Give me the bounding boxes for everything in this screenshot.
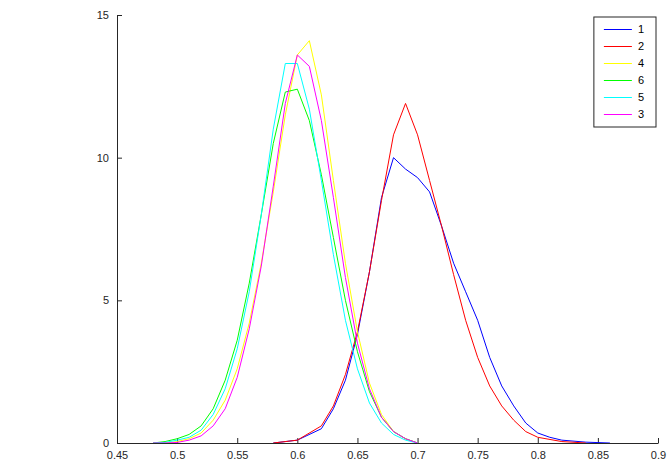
x-tick-mark [658,438,659,443]
y-tick-label: 0 [103,437,109,449]
legend-swatch [604,97,632,98]
x-tick-mark [418,438,419,443]
x-tick-label: 0.8 [531,449,546,461]
x-tick: 0.55 [227,438,248,461]
x-tick-label: 0.45 [107,449,128,461]
legend-entry: 4 [604,57,644,69]
y-tick: 0 [103,437,122,449]
legend-label: 1 [638,23,644,35]
y-tick-mark [117,15,122,16]
y-tick-label: 10 [97,152,109,164]
legend-box [594,17,656,127]
series-line [273,103,586,443]
plot-area: 0.45 0.5 0.55 0.6 0.65 0.7 0.75 0.8 0.85 0.9 0 5 10 1… [97,9,666,461]
x-tick-mark [237,438,238,443]
lines [153,41,610,443]
chart: 0.45 0.5 0.55 0.6 0.65 0.7 0.75 0.8 0.85 0.9 0 5 10 1… [0,0,671,474]
legend-label: 6 [638,74,644,86]
legend-swatch [604,46,632,47]
legend-label: 4 [638,57,644,69]
legend-swatch [604,80,632,81]
x-tick-label: 0.55 [227,449,248,461]
y-tick-label: 15 [97,9,109,21]
x-tick: 0.8 [531,438,546,461]
x-tick: 0.75 [467,438,488,461]
x-tick-label: 0.85 [588,449,609,461]
legend-entry: 2 [604,40,644,52]
series-line [153,64,417,443]
legend-label: 2 [638,40,644,52]
y-tick: 5 [103,294,122,306]
legend-entry: 6 [604,74,644,86]
legend-entry: 1 [604,23,644,35]
x-tick: 0.65 [347,438,368,461]
legend-label: 5 [638,91,644,103]
y-tick-mark [117,443,122,444]
y-tick-label: 5 [103,294,109,306]
x-tick: 0.9 [651,438,666,461]
y-tick-mark [117,300,122,301]
y-tick: 10 [97,152,122,164]
x-tick-label: 0.75 [467,449,488,461]
x-tick-mark [478,438,479,443]
y-tick: 15 [97,9,122,21]
x-tick: 0.85 [588,438,609,461]
series-line [153,41,417,443]
series-line [153,89,417,443]
x-tick: 0.6 [290,438,305,461]
legend-entry: 5 [604,91,644,103]
x-axis-line [118,443,659,444]
x-tick-label: 0.65 [347,449,368,461]
series-line [273,158,610,443]
x-tick-label: 0.7 [410,449,425,461]
legend: 1 2 4 6 5 3 [594,17,656,127]
legend-label: 3 [638,108,644,120]
series-line [153,55,417,443]
x-tick-label: 0.9 [651,449,666,461]
x-tick-mark [538,438,539,443]
y-tick-mark [117,158,122,159]
legend-swatch [604,29,632,30]
x-tick-label: 0.5 [170,449,185,461]
x-tick-mark [357,438,358,443]
legend-swatch [604,63,632,64]
y-axis: 0 5 10 15 [97,9,122,449]
x-tick-label: 0.6 [290,449,305,461]
legend-entry: 3 [604,108,644,120]
y-axis-line [117,16,118,444]
legend-swatch [604,114,632,115]
